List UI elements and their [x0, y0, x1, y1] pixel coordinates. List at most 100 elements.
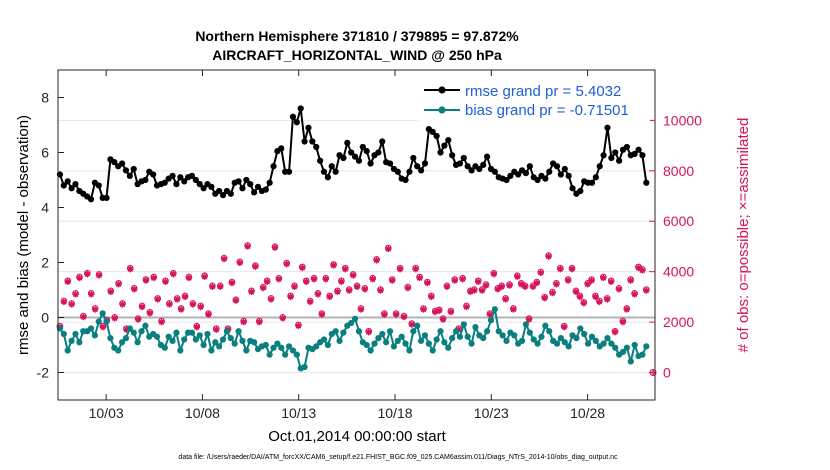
obs-assimilated-point: [201, 273, 208, 280]
right-axis-ticks: 0 2000 4000 6000 8000 10000: [649, 112, 702, 380]
bias-point: [383, 339, 390, 346]
bias-point: [270, 344, 277, 351]
chart-title-line1: Northern Hemisphere 371810 / 379895 = 97…: [195, 28, 519, 44]
bias-point: [289, 347, 297, 354]
obs-assimilated-point: [162, 278, 169, 285]
obs-assimilated-point: [435, 307, 443, 314]
obs-assimilated-point: [639, 267, 646, 274]
obs-assimilated-point: [213, 326, 220, 333]
x-tick-label: 10/28: [570, 405, 605, 421]
bias-point: [266, 351, 273, 358]
obs-assimilated-point: [263, 278, 271, 285]
right-tick-label: 2000: [663, 314, 694, 330]
rmse-point: [95, 182, 102, 189]
rmse-point: [200, 185, 207, 192]
x-tick-label: 10/23: [474, 405, 509, 421]
obs-assimilated-point: [146, 310, 154, 317]
obs-assimilated-point: [643, 287, 650, 294]
obs-assimilated-point: [138, 303, 146, 311]
rmse-point: [437, 149, 444, 156]
obs-assimilated-point: [494, 286, 501, 293]
rmse-point: [386, 160, 394, 167]
obs-assimilated-point: [408, 321, 415, 328]
rmse-point: [410, 154, 417, 162]
bias-point: [142, 322, 149, 329]
bias-point: [460, 321, 467, 328]
bias-point: [441, 339, 448, 346]
rmse-point: [297, 105, 304, 112]
rmse-point: [569, 185, 576, 192]
obs-assimilated-point: [174, 296, 181, 303]
rmse-point: [414, 163, 421, 170]
rmse-point: [340, 154, 347, 162]
obs-assimilated-point: [177, 306, 185, 313]
rmse-point: [262, 186, 269, 193]
bias-point: [204, 330, 211, 338]
bias-point: [573, 335, 580, 342]
rmse-point: [60, 182, 67, 189]
bias-point: [437, 328, 444, 335]
rmse-point: [433, 132, 440, 140]
obs-assimilated-point: [607, 278, 615, 285]
obs-assimilated-point: [596, 298, 603, 306]
bias-point: [449, 335, 456, 342]
rmse-point: [553, 163, 561, 170]
bias-point: [68, 337, 75, 344]
bias-point: [414, 322, 421, 329]
rmse-point: [635, 146, 642, 153]
rmse-point: [592, 174, 599, 181]
obs-assimilated-point: [443, 283, 451, 290]
rmse-point: [643, 179, 650, 186]
bias-point: [126, 325, 133, 332]
bias-point: [468, 340, 475, 347]
obs-assimilated-point: [228, 279, 236, 287]
x-tick-label: 10/03: [89, 405, 124, 421]
bias-point: [274, 340, 281, 347]
rmse-point: [196, 181, 203, 188]
rmse-point: [468, 167, 475, 174]
rmse-point: [328, 163, 335, 170]
obs-assimilated-point: [349, 272, 357, 279]
x-tick-label: 10/18: [377, 405, 412, 421]
obs-assimilated-point: [580, 299, 587, 307]
rmse-point: [161, 179, 168, 186]
rmse-point: [526, 163, 533, 170]
obs-assimilated-point: [506, 282, 513, 289]
left-tick-label: 6: [41, 145, 49, 161]
bias-point: [371, 340, 378, 347]
obs-assimilated-point: [604, 296, 611, 303]
bias-point: [375, 335, 382, 342]
bias-point: [631, 341, 638, 349]
obs-assimilated-point: [611, 328, 619, 336]
rmse-point: [359, 143, 366, 151]
obs-assimilated-point: [60, 298, 68, 306]
bias-point: [107, 335, 114, 342]
legend-rmse-marker: [438, 86, 446, 94]
obs-assimilated-point: [299, 264, 306, 272]
obs-assimilated-point: [150, 274, 157, 282]
bias-point: [348, 319, 355, 327]
obs-assimilated-point: [420, 306, 427, 313]
rmse-point: [417, 167, 425, 174]
rmse-point: [111, 159, 118, 166]
obs-assimilated-point: [385, 245, 392, 253]
obs-assimilated-point: [369, 276, 376, 283]
obs-assimilated-point: [377, 287, 384, 294]
rmse-point: [604, 124, 611, 131]
rmse-point: [596, 163, 603, 170]
rmse-point: [480, 161, 487, 168]
obs-assimilated-point: [627, 277, 634, 284]
bias-point: [604, 335, 611, 342]
obs-assimilated-point: [572, 288, 580, 296]
bias-point: [262, 341, 269, 349]
rmse-series-layer: [56, 105, 650, 203]
obs-assimilated-point: [287, 293, 294, 301]
rmse-point: [429, 128, 436, 135]
bias-point: [122, 335, 130, 342]
bias-point: [534, 340, 541, 347]
bias-point: [390, 343, 398, 350]
obs-assimilated-point: [576, 293, 584, 301]
bias-point: [293, 351, 300, 358]
obs-assimilated-point: [260, 284, 267, 292]
rmse-point: [301, 138, 308, 145]
